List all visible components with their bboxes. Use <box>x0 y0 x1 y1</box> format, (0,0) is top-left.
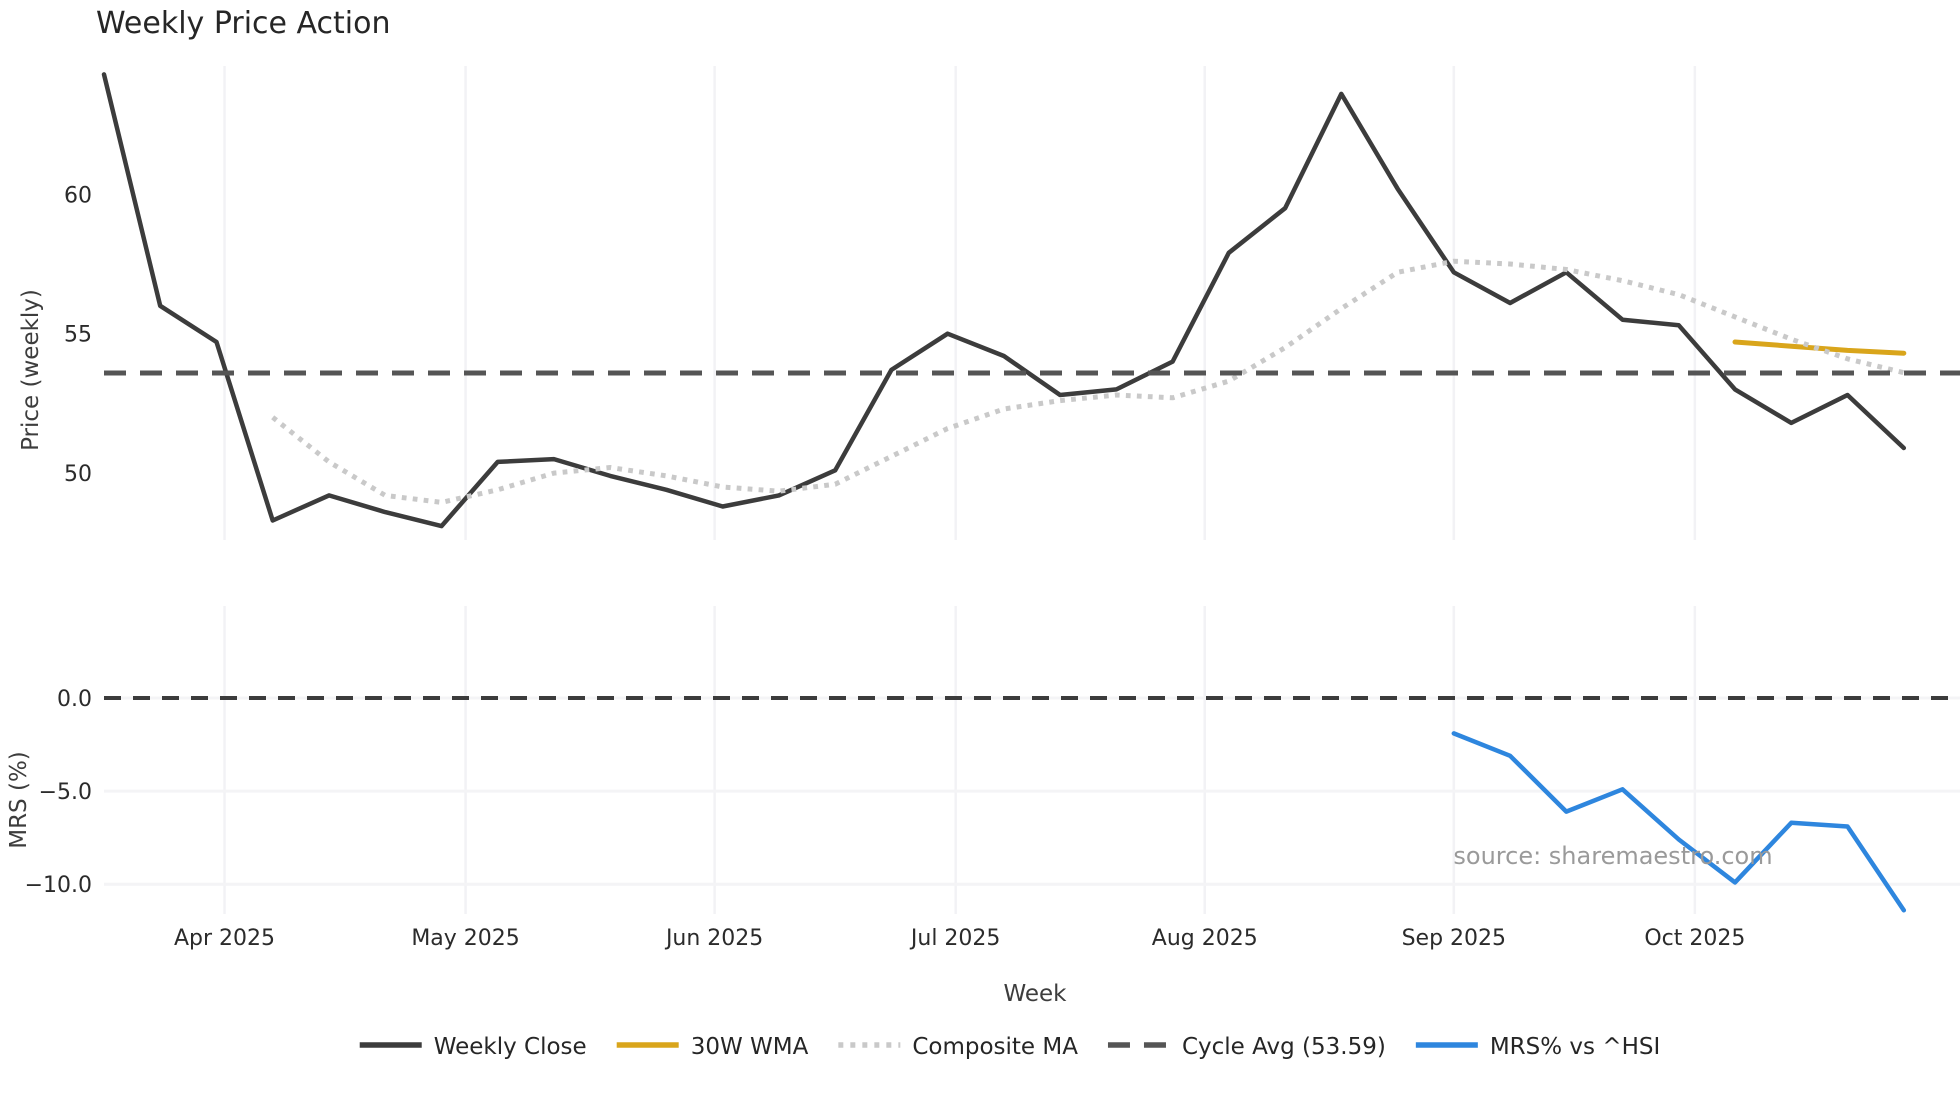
price-axis-ticks: 60 55 50 <box>64 183 92 487</box>
chart-title: Weekly Price Action <box>96 6 391 41</box>
price-tick-label: 60 <box>64 183 92 208</box>
series-line-composite-ma <box>271 258 1905 505</box>
x-tick-label: Aug 2025 <box>1152 926 1258 951</box>
price-axis-label: Price (weekly) <box>18 289 44 451</box>
price-tick-label: 50 <box>64 462 92 487</box>
x-tick-label: Apr 2025 <box>174 926 275 951</box>
legend-item[interactable]: Composite MA <box>838 1034 1078 1060</box>
legend-item[interactable]: Cycle Avg (53.59) <box>1107 1034 1386 1060</box>
x-tick-label: Jun 2025 <box>664 926 763 951</box>
price-tick-label: 55 <box>64 323 92 348</box>
x-tick-label: May 2025 <box>411 926 519 951</box>
series-line-30w-wma <box>1732 339 1907 356</box>
x-axis-ticks: Apr 2025 May 2025 Jun 2025 Jul 2025 Aug 2025… <box>174 926 1745 951</box>
legend-item[interactable]: MRS% vs ^HSI <box>1415 1034 1660 1060</box>
x-axis-label: Week <box>1003 981 1067 1007</box>
legend-label: Composite MA <box>912 1034 1078 1060</box>
x-tick-label: Oct 2025 <box>1644 926 1745 951</box>
legend-label: MRS% vs ^HSI <box>1490 1034 1660 1060</box>
mrs-axis-label: MRS (%) <box>6 751 32 849</box>
legend-label: Weekly Close <box>434 1034 587 1060</box>
legend-item[interactable]: Weekly Close <box>359 1034 587 1060</box>
mrs-tick-label: −5.0 <box>39 780 92 805</box>
mrs-tick-label: −10.0 <box>25 873 92 898</box>
source-watermark: source: sharemaestro.com <box>1453 842 1772 870</box>
series-line-mrs-vs-hsi <box>1451 731 1907 913</box>
legend-label: 30W WMA <box>691 1034 809 1060</box>
chart-legend: Weekly Close 30W WMA Composite MA Cycle Avg… <box>359 1034 1660 1060</box>
x-tick-label: Jul 2025 <box>909 926 1001 951</box>
series-line-weekly-close <box>101 72 1907 529</box>
legend-label: Cycle Avg (53.59) <box>1182 1034 1386 1060</box>
x-tick-label: Sep 2025 <box>1402 926 1506 951</box>
mrs-axis-ticks: 0.0 −5.0 −10.0 <box>25 687 92 898</box>
mrs-tick-label: 0.0 <box>57 687 92 712</box>
legend-item[interactable]: 30W WMA <box>616 1034 809 1060</box>
series-lines <box>101 72 1960 913</box>
vertical-gridlines <box>223 66 1697 914</box>
